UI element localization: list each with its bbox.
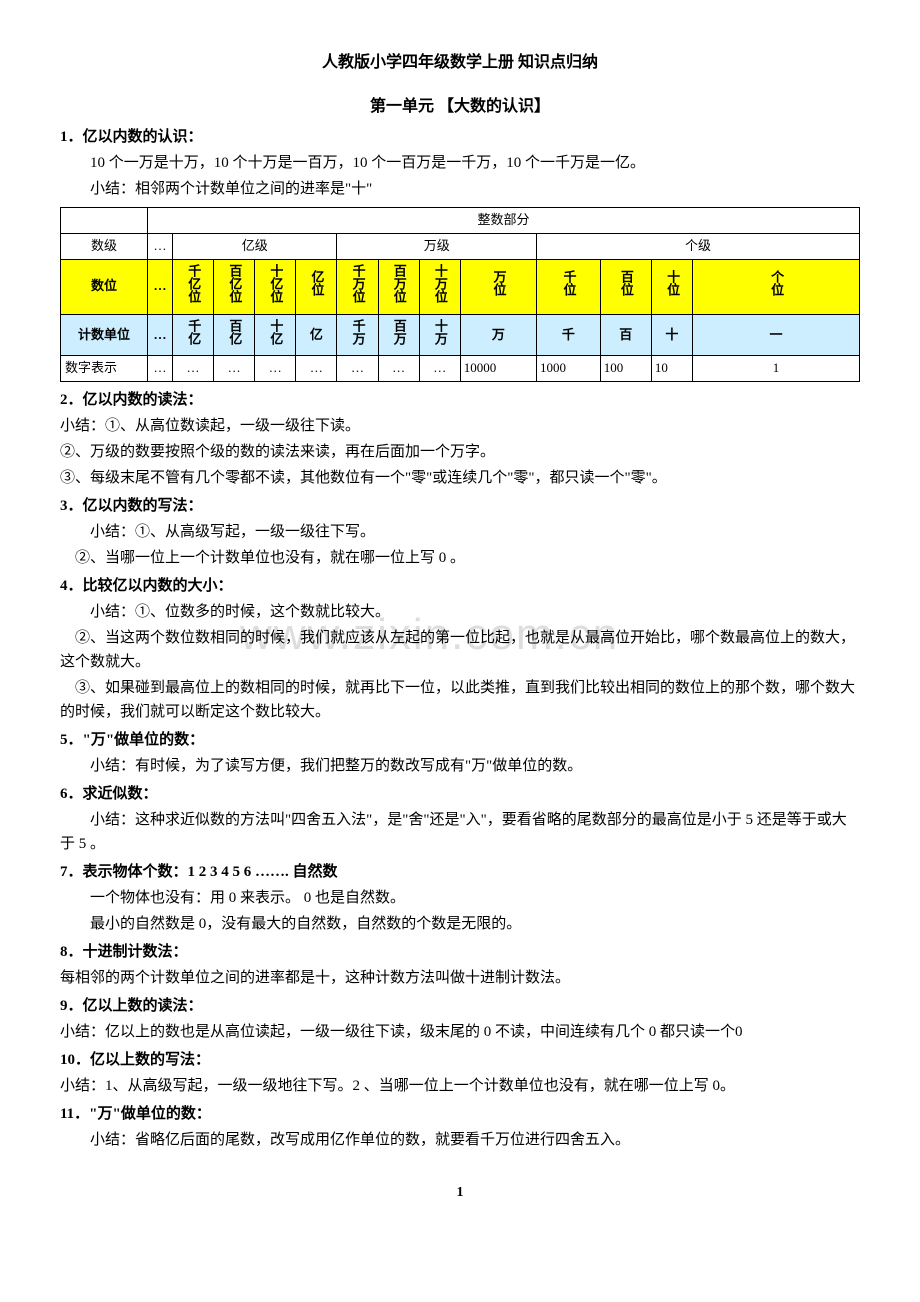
unit-4: 千万 — [337, 314, 378, 356]
unit-8: 千 — [537, 314, 601, 356]
section-11-heading: 11．"万"做单位的数： — [60, 1102, 860, 1126]
pos-label: 数位 — [61, 259, 148, 314]
unit-6: 十万 — [419, 314, 460, 356]
digit-1: … — [214, 356, 255, 382]
digit-8: 1000 — [537, 356, 601, 382]
section-3-l1: 小结：①、从高级写起，一级一级往下写。 — [60, 520, 860, 544]
section-3-l2: ②、当哪一位上一个计数单位也没有，就在哪一位上写 0 。 — [60, 546, 860, 570]
main-title: 人教版小学四年级数学上册 知识点归纳 — [60, 50, 860, 76]
digit-2: … — [255, 356, 296, 382]
section-8-l1: 每相邻的两个计数单位之间的进率都是十，这种计数方法叫做十进制计数法。 — [60, 966, 860, 990]
pos-9: 百位 — [600, 259, 651, 314]
section-4-l1: 小结：①、位数多的时候，这个数就比较大。 — [60, 600, 860, 624]
unit-9: 百 — [600, 314, 651, 356]
section-4-l3: ③、如果碰到最高位上的数相同的时候，就再比下一位，以此类推，直到我们比较出相同的… — [60, 676, 860, 724]
table-digit-row: 数字表示 … … … … … … … … 10000 1000 100 10 1 — [61, 356, 860, 382]
pos-10: 十位 — [651, 259, 692, 314]
digit-5: … — [378, 356, 419, 382]
table-unit-row: 计数单位 … 千亿 百亿 十亿 亿 千万 百万 十万 万 千 百 十 一 — [61, 314, 860, 356]
level-dots: … — [148, 233, 173, 259]
digit-label: 数字表示 — [61, 356, 148, 382]
section-6-heading: 6．求近似数： — [60, 782, 860, 806]
unit-0: 千亿 — [173, 314, 214, 356]
section-11-l1: 小结：省略亿后面的尾数，改写成用亿作单位的数，就要看千万位进行四舍五入。 — [60, 1128, 860, 1152]
page-number: 1 — [60, 1182, 860, 1204]
section-7-l2: 最小的自然数是 0，没有最大的自然数，自然数的个数是无限的。 — [60, 912, 860, 936]
header-integer-part: 整数部分 — [148, 208, 860, 234]
section-2-l2: ②、万级的数要按照个级的数的读法来读，再在后面加一个万字。 — [60, 440, 860, 464]
section-4-heading: 4．比较亿以内数的大小： — [60, 574, 860, 598]
section-10-heading: 10．亿以上数的写法： — [60, 1048, 860, 1072]
pos-dots: … — [148, 259, 173, 314]
digit-4: … — [337, 356, 378, 382]
section-7-heading: 7．表示物体个数：1 2 3 4 5 6 ……. 自然数 — [60, 860, 860, 884]
unit-7: 万 — [460, 314, 536, 356]
pos-0: 千亿位 — [173, 259, 214, 314]
digit-6: … — [419, 356, 460, 382]
pos-11: 个位 — [693, 259, 860, 314]
pos-4: 千万位 — [337, 259, 378, 314]
section-3-heading: 3．亿以内数的写法： — [60, 494, 860, 518]
place-value-table: 整数部分 数级 … 亿级 万级 个级 数位 … 千亿位 百亿位 十亿位 亿位 千… — [60, 207, 860, 382]
section-1-line2: 小结：相邻两个计数单位之间的进率是"十" — [60, 177, 860, 201]
section-6-l1: 小结：这种求近似数的方法叫"四舍五入法"，是"舍"还是"入"，要看省略的尾数部分… — [60, 808, 860, 856]
digit-dots: … — [148, 356, 173, 382]
unit-2: 十亿 — [255, 314, 296, 356]
section-10-l1: 小结：1、从高级写起，一级一级地往下写。2 、当哪一位上一个计数单位也没有，就在… — [60, 1074, 860, 1098]
section-8-heading: 8．十进制计数法： — [60, 940, 860, 964]
digit-7: 10000 — [460, 356, 536, 382]
unit-10: 十 — [651, 314, 692, 356]
pos-6: 十万位 — [419, 259, 460, 314]
section-4-l2: ②、当这两个数位数相同的时候，我们就应该从左起的第一位比起，也就是从最高位开始比… — [60, 626, 860, 674]
pos-3: 亿位 — [296, 259, 337, 314]
digit-11: 1 — [693, 356, 860, 382]
section-9-heading: 9．亿以上数的读法： — [60, 994, 860, 1018]
section-1-line1: 10 个一万是十万，10 个十万是一百万，10 个一百万是一千万，10 个一千万… — [60, 151, 860, 175]
level-label: 数级 — [61, 233, 148, 259]
unit-dots: … — [148, 314, 173, 356]
section-2-heading: 2．亿以内数的读法： — [60, 388, 860, 412]
table-header-row: 整数部分 — [61, 208, 860, 234]
unit-label: 计数单位 — [61, 314, 148, 356]
section-9-l1: 小结：亿以上的数也是从高位读起，一级一级往下读，级末尾的 0 不读，中间连续有几… — [60, 1020, 860, 1044]
unit-title: 第一单元 【大数的认识】 — [60, 94, 860, 120]
digit-9: 100 — [600, 356, 651, 382]
table-level-row: 数级 … 亿级 万级 个级 — [61, 233, 860, 259]
digit-3: … — [296, 356, 337, 382]
section-7-l1: 一个物体也没有：用 0 来表示。 0 也是自然数。 — [60, 886, 860, 910]
pos-1: 百亿位 — [214, 259, 255, 314]
section-2-l3: ③、每级末尾不管有几个零都不读，其他数位有一个"零"或连续几个"零"，都只读一个… — [60, 466, 860, 490]
level-yi: 亿级 — [173, 233, 337, 259]
table-position-row: 数位 … 千亿位 百亿位 十亿位 亿位 千万位 百万位 十万位 万位 千位 百位… — [61, 259, 860, 314]
header-empty — [61, 208, 148, 234]
section-1-heading: 1．亿以内数的认识： — [60, 125, 860, 149]
pos-8: 千位 — [537, 259, 601, 314]
level-wan: 万级 — [337, 233, 537, 259]
unit-3: 亿 — [296, 314, 337, 356]
unit-11: 一 — [693, 314, 860, 356]
pos-2: 十亿位 — [255, 259, 296, 314]
section-5-heading: 5．"万"做单位的数： — [60, 728, 860, 752]
section-2-l1: 小结：①、从高位数读起，一级一级往下读。 — [60, 414, 860, 438]
unit-1: 百亿 — [214, 314, 255, 356]
level-ge: 个级 — [537, 233, 860, 259]
unit-5: 百万 — [378, 314, 419, 356]
section-5-l1: 小结：有时候，为了读写方便，我们把整万的数改写成有"万"做单位的数。 — [60, 754, 860, 778]
digit-0: … — [173, 356, 214, 382]
pos-5: 百万位 — [378, 259, 419, 314]
pos-7: 万位 — [460, 259, 536, 314]
digit-10: 10 — [651, 356, 692, 382]
